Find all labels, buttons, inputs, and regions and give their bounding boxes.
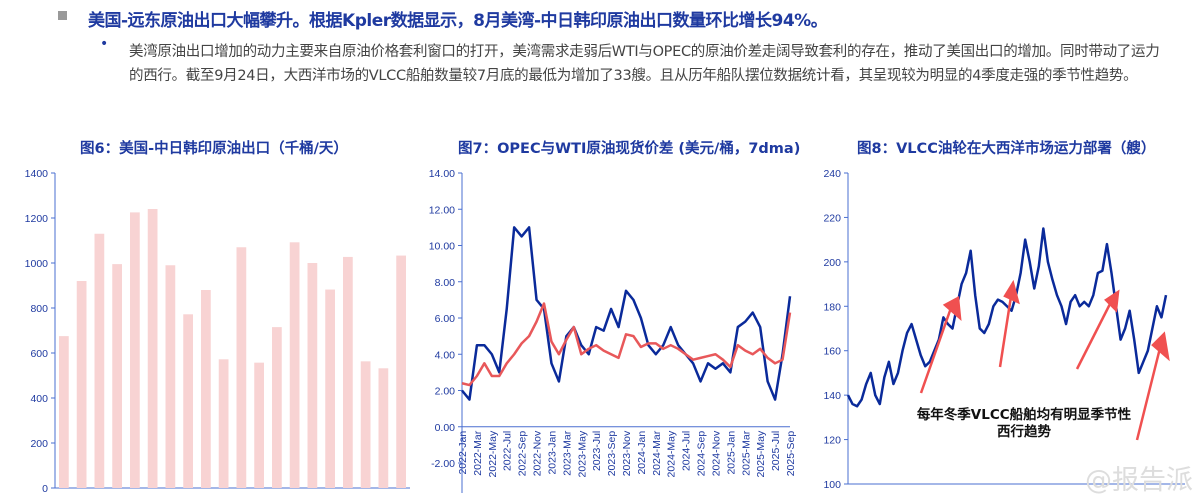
arrow-icon [1135,339,1164,441]
y-tick-label: 1400 [25,168,49,180]
x-tick-label: 2024-Jan [636,431,648,475]
x-tick-label: 2022-Jul [502,431,514,471]
bar [130,212,140,488]
arrow-icon [998,289,1014,368]
x-tick-label: 2022-Nov [532,430,544,476]
y-tick-label: 8.00 [435,277,456,289]
x-tick-label: 2023-Sep [606,431,618,477]
chart7: -2.00 0.00 2.00 4.00 6.00 8.00 10.00 12.00 14.00… [429,168,797,493]
y-tick-label: 6.00 [435,313,456,325]
bar [218,359,229,488]
y-tick-label: 10.00 [429,241,455,253]
bar [272,327,282,488]
arrow-icon [919,304,954,394]
heading-bullet-icon [58,11,67,20]
y-tick-label: 800 [30,303,48,315]
y-tick-label: 240 [823,168,841,180]
y-tick-label: 160 [823,346,841,358]
bar [112,264,122,488]
annotation-line-1: 每年冬季VLCC船舶均有明显季节性 [917,406,1132,423]
heading: 美国-远东原油出口大幅攀升。根据Kpler数据显示，8月美湾-中日韩印原油出口数… [88,11,828,31]
bar [147,209,158,488]
bar [378,368,389,488]
bullet-icon: • [100,36,109,52]
y-tick-label: 0 [42,483,48,495]
y-tick-label: 14.00 [429,168,455,180]
bar [307,263,318,488]
y-tick-label: 180 [823,301,841,313]
y-tick-label: 600 [30,348,48,360]
series-vlcc-line [846,227,1168,408]
x-tick-label: 2025-Jan [725,431,737,475]
arrowhead-icon [1151,331,1170,362]
bar [396,255,406,488]
chart8-title: 图8：VLCC油轮在大西洋市场运力部署（艘） [857,141,1156,157]
x-tick-label: 2022-May [487,430,499,477]
x-tick-label: 2024-Mar [651,430,663,475]
y-tick-label: 0.00 [435,422,456,434]
x-tick-label: 2024-Jul [681,431,693,471]
arrow-icon [1075,297,1115,370]
annotation-line-2: 西行趋势 [997,423,1051,440]
bar [254,362,264,488]
x-tick-label: 2023-Jul [591,431,603,471]
bar [94,233,105,488]
series-blue-line [461,226,792,401]
x-tick-label: 2023-Jan [546,431,558,475]
x-tick-label: 2025-Jul [770,431,782,471]
series-red-line [461,302,792,387]
y-tick-label: 220 [823,212,841,224]
x-tick-label: 2024-Nov [710,430,722,476]
y-tick-label: 200 [823,257,841,269]
chart6-title: 图6：美国-中日韩印原油出口（千桶/天） [80,141,348,157]
bar [325,289,335,488]
paragraph: 美湾原油出口增加的动力主要来自原油价格套利窗口的打开，美湾需求走弱后WTI与OP… [129,44,1160,84]
y-tick-label: 140 [823,390,841,402]
trend-arrows [919,279,1170,441]
bar [343,256,353,488]
y-tick-label: -2.00 [431,458,455,470]
arrowhead-icon [1104,289,1120,313]
x-tick-label: 2025-Sep [785,431,797,477]
y-tick-label: 100 [823,479,841,491]
bar [236,247,247,488]
x-tick-label: 2022-Sep [517,431,529,477]
bar [76,281,87,488]
y-tick-label: 12.00 [429,204,455,216]
arrowhead-icon [942,296,962,322]
bar [360,361,371,488]
watermark: @报告派 [1085,465,1193,496]
y-tick-label: 1200 [25,213,49,225]
bar [183,314,193,488]
x-tick-label: 2023-Nov [621,430,633,476]
x-tick-label: 2025-May [755,430,767,477]
x-tick-label: 2022-Jan [457,431,469,475]
bar [165,265,176,488]
chart7-title: 图7：OPEC与WTI原油现货价差 (美元/桶，7dma) [458,141,801,157]
bar [289,242,300,488]
x-tick-label: 2024-Sep [696,431,708,477]
x-tick-label: 2023-Mar [561,430,573,475]
chart8: 100 120 140 160 180 200 220 240 [823,168,1185,491]
y-tick-label: 4.00 [435,349,456,361]
y-tick-label: 2.00 [435,386,456,398]
chart6: 0 200 400 600 800 1000 1200 1400 [25,168,410,495]
y-tick-label: 120 [823,435,841,447]
x-tick-label: 2024-May [666,430,678,477]
x-tick-label: 2025-Mar [740,430,752,475]
arrowhead-icon [1003,279,1020,305]
bar [201,290,211,488]
y-tick-label: 1000 [25,258,49,270]
x-tick-label: 2022-Mar [472,430,484,475]
x-tick-label: 2023-May [576,430,588,477]
y-tick-label: 400 [30,393,48,405]
y-tick-label: 200 [30,438,48,450]
bar [59,336,69,488]
